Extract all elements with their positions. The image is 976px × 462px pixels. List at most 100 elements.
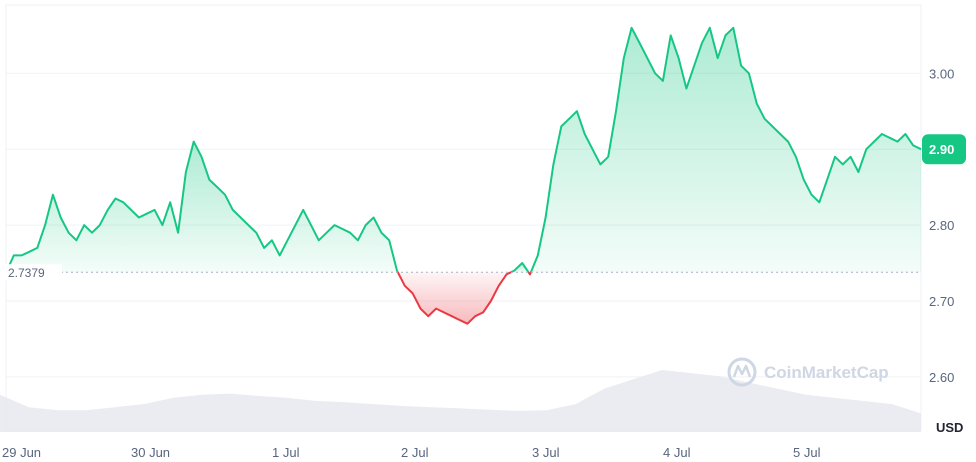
watermark: CoinMarketCap <box>727 357 889 387</box>
price-point <box>206 177 212 183</box>
price-point <box>887 135 893 141</box>
price-point <box>11 252 17 258</box>
price-point <box>769 123 775 129</box>
line-segment-up <box>510 262 530 274</box>
price-point <box>222 192 228 198</box>
price-point <box>58 215 64 221</box>
price-point <box>699 40 705 46</box>
price-point <box>245 222 251 228</box>
price-point <box>574 108 580 114</box>
price-point <box>644 55 650 61</box>
price-point <box>715 55 721 61</box>
unit-label: USD <box>936 420 963 435</box>
line-segment-down <box>396 271 512 325</box>
price-point <box>27 249 33 255</box>
price-point <box>496 283 502 289</box>
price-point <box>418 306 424 312</box>
price-point <box>230 207 236 213</box>
price-point <box>285 237 291 243</box>
price-point <box>19 252 25 258</box>
price-point <box>324 230 330 236</box>
price-point <box>81 222 87 228</box>
price-point <box>191 139 197 145</box>
price-point <box>347 230 353 236</box>
price-point <box>855 169 861 175</box>
price-point <box>42 222 48 228</box>
baseline-label: 2.7379 <box>8 266 45 280</box>
price-point <box>105 207 111 213</box>
price-point <box>785 139 791 145</box>
price-point <box>73 237 79 243</box>
price-point <box>777 131 783 137</box>
price-point <box>363 222 369 228</box>
price-point <box>292 222 298 228</box>
price-point <box>152 207 158 213</box>
price-point <box>136 215 142 221</box>
price-point <box>386 237 392 243</box>
price-point <box>89 230 95 236</box>
x-tick-label: 1 Jul <box>272 445 300 460</box>
price-point <box>144 211 150 217</box>
price-point <box>425 313 431 319</box>
price-point <box>543 215 549 221</box>
price-point <box>621 55 627 61</box>
price-point <box>879 131 885 137</box>
price-point <box>824 177 830 183</box>
price-point <box>832 154 838 160</box>
price-point <box>253 230 259 236</box>
price-point <box>113 196 119 202</box>
baseline: 2.7379 <box>2 264 921 281</box>
price-point <box>488 298 494 304</box>
baseline-label-bg <box>2 264 62 281</box>
price-point <box>629 25 635 31</box>
y-tick-label: 2.80 <box>929 218 954 233</box>
price-point <box>269 237 275 243</box>
price-point <box>871 139 877 145</box>
x-tick-label: 3 Jul <box>532 445 560 460</box>
price-point <box>410 290 416 296</box>
price-area <box>6 27 921 324</box>
price-point <box>566 116 572 122</box>
price-point <box>613 108 619 114</box>
price-point <box>723 32 729 38</box>
price-point <box>816 199 822 205</box>
price-point <box>895 139 901 145</box>
price-point <box>652 70 658 76</box>
price-point <box>449 313 455 319</box>
price-point <box>668 32 674 38</box>
price-point <box>261 245 267 251</box>
price-point <box>754 101 760 107</box>
current-price-label: 2.90 <box>929 142 954 157</box>
x-tick-label: 30 Jun <box>131 445 170 460</box>
price-point <box>472 313 478 319</box>
y-tick-label: 3.00 <box>929 66 954 81</box>
price-point <box>371 215 377 221</box>
price-point <box>402 283 408 289</box>
area-below-baseline <box>397 272 511 324</box>
area-above-baseline <box>530 27 921 273</box>
price-point <box>183 169 189 175</box>
coinmarketcap-logo-icon <box>727 357 757 387</box>
axes: 2.60 2.70 2.80 2.90 3.00 29 Jun 30 Jun 1 Jul 2 J… <box>2 66 966 460</box>
price-point <box>902 131 908 137</box>
watermark-text: CoinMarketCap <box>764 363 889 382</box>
price-point <box>50 192 56 198</box>
line-segment-down <box>527 271 532 276</box>
price-point <box>691 63 697 69</box>
price-point <box>605 154 611 160</box>
price-line <box>5 25 922 325</box>
price-point <box>683 86 689 92</box>
price-point <box>480 309 486 315</box>
price-point <box>175 230 181 236</box>
price-point <box>199 154 205 160</box>
y-tick-label: 2.60 <box>929 370 954 385</box>
price-point <box>34 245 40 251</box>
price-point <box>128 207 134 213</box>
price-point <box>660 78 666 84</box>
price-point <box>519 260 525 266</box>
x-tick-label: 5 Jul <box>793 445 821 460</box>
price-point <box>97 222 103 228</box>
price-point <box>793 154 799 160</box>
price-point <box>809 192 815 198</box>
